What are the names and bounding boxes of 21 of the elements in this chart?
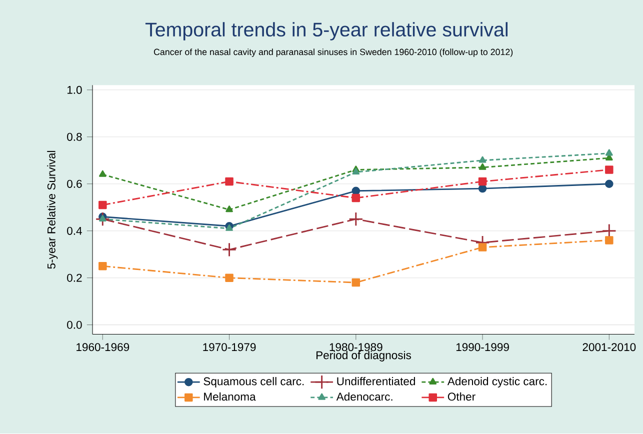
chart-subtitle: Cancer of the nasal cavity and paranasal sinuses in Sweden 1960-2010 (follow-up to 2012) xyxy=(154,48,513,58)
x-tick-label: 1960-1969 xyxy=(76,343,130,352)
legend-label: Other xyxy=(448,392,476,401)
chart-title: Temporal trends in 5-year relative survival xyxy=(145,22,508,41)
x-tick-label: 2001-2010 xyxy=(582,343,636,352)
legend-label: Melanoma xyxy=(204,392,256,401)
y-tick-label: 0.2 xyxy=(67,274,82,282)
x-tick-label: 1970-1979 xyxy=(203,343,256,352)
x-tick-label: 1990-1999 xyxy=(456,343,509,352)
legend-label: Squamous cell carc. xyxy=(204,377,304,388)
legend-label: Undifferentiated xyxy=(337,377,415,386)
y-tick-label: 0.0 xyxy=(67,321,82,330)
y-tick-label: 0.8 xyxy=(67,133,82,142)
legend-label: Adenoid cystic carc. xyxy=(447,377,547,388)
y-axis-title: 5-year Relative Survival xyxy=(47,151,58,270)
y-tick-label: 0.6 xyxy=(67,180,82,188)
x-axis-title: Period of diagnosis xyxy=(316,351,411,362)
y-tick-label: 1.0 xyxy=(67,86,82,94)
y-tick-label: 0.4 xyxy=(67,227,82,236)
legend-label: Adenocarc. xyxy=(336,392,392,401)
x-tick-label: 1980-1989 xyxy=(330,343,382,352)
